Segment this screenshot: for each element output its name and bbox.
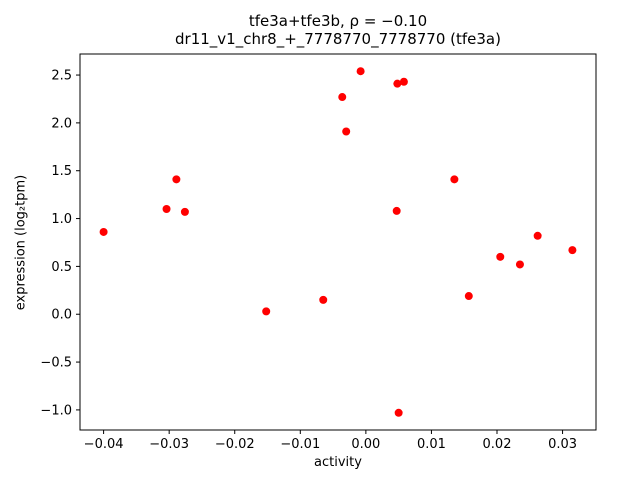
data-point (356, 67, 365, 76)
y-tick-label: 2.0 (51, 116, 72, 131)
data-point (180, 207, 189, 216)
data-point (319, 295, 328, 304)
chart-title-line1: tfe3a+tfe3b, ρ = −0.10 (248, 12, 428, 30)
data-point (262, 307, 271, 316)
data-point (496, 252, 505, 261)
x-tick-label: −0.01 (280, 437, 320, 452)
x-tick-label: 0.01 (417, 437, 446, 452)
data-point (392, 206, 401, 215)
data-point (399, 77, 408, 86)
x-tick-label: −0.02 (215, 437, 255, 452)
data-point (568, 246, 577, 255)
y-axis-label: expression (log₂tpm) (13, 174, 29, 311)
data-point (393, 79, 402, 88)
data-point (172, 175, 181, 184)
data-point (162, 204, 171, 213)
chart-title-line2: dr11_v1_chr8_+_7778770_7778770 (tfe3a) (175, 30, 501, 48)
data-point (515, 260, 524, 269)
x-tick-label: −0.03 (149, 437, 189, 452)
y-tick-label: 0.0 (51, 308, 72, 323)
y-tick-label: −1.0 (40, 403, 72, 418)
data-point (464, 292, 473, 301)
y-tick-label: 2.5 (51, 69, 72, 84)
y-tick-label: −0.5 (40, 356, 72, 371)
axes-frame (79, 53, 597, 431)
data-point (342, 127, 351, 136)
chart-title: tfe3a+tfe3b, ρ = −0.10 dr11_v1_chr8_+_77… (80, 12, 596, 48)
y-tick-label: 1.5 (51, 164, 72, 179)
data-point (533, 231, 542, 240)
x-tick-label: 0.02 (483, 437, 512, 452)
x-tick-label: 0.00 (351, 437, 380, 452)
data-point (99, 227, 108, 236)
data-point (394, 408, 403, 417)
x-axis-label: activity (314, 455, 362, 470)
data-point (450, 175, 459, 184)
y-tick-label: 0.5 (51, 260, 72, 275)
y-tick-label: 1.0 (51, 212, 72, 227)
x-tick-label: −0.04 (84, 437, 124, 452)
data-point (338, 93, 347, 102)
x-tick-label: 0.03 (548, 437, 577, 452)
